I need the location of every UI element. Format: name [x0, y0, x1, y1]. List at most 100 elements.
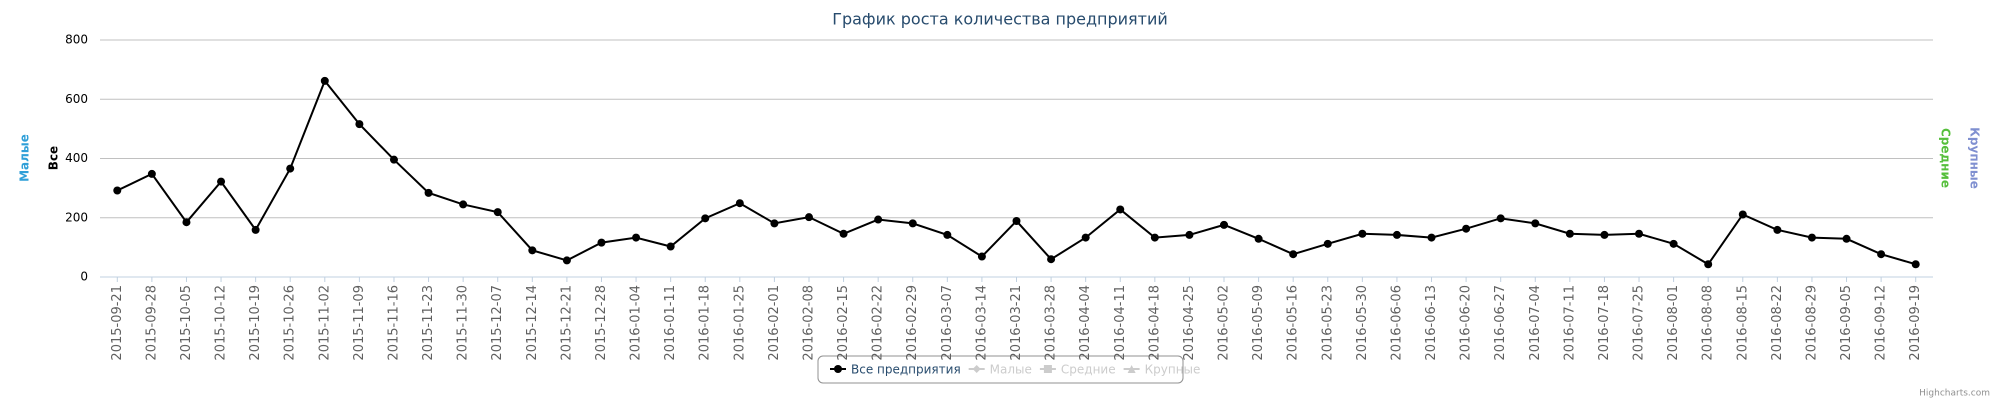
data-point — [113, 186, 122, 195]
x-tick-label: 2015-12-21 — [559, 285, 574, 361]
data-point — [562, 256, 571, 265]
data-point — [632, 233, 641, 242]
x-tick-label: 2016-04-11 — [1113, 285, 1128, 361]
data-point — [597, 238, 606, 247]
x-tick-label: 2016-03-28 — [1044, 285, 1059, 361]
data-point — [977, 252, 986, 261]
x-tick-label: 2016-03-21 — [1009, 285, 1024, 361]
legend-item[interactable]: Все предприятия — [830, 363, 961, 377]
x-tick-label: 2016-07-04 — [1528, 285, 1543, 361]
y-tick-label: 600 — [65, 92, 88, 106]
x-tick-label: 2016-05-16 — [1286, 285, 1301, 361]
x-tick-label: 2016-04-04 — [1078, 285, 1093, 361]
x-tick-label: 2016-07-11 — [1562, 285, 1577, 361]
x-tick-label: 2016-01-25 — [732, 285, 747, 361]
data-point — [286, 164, 295, 173]
x-tick-label: 2016-07-18 — [1597, 285, 1612, 361]
data-point — [528, 246, 537, 255]
data-point — [1496, 214, 1505, 223]
y-axis-title: Средние — [1939, 128, 1953, 188]
x-tick-label: 2016-07-25 — [1632, 285, 1647, 361]
y-tick-label: 200 — [65, 210, 88, 224]
data-point — [701, 214, 710, 223]
x-tick-label: 2016-09-05 — [1839, 285, 1854, 361]
data-point — [1427, 233, 1436, 242]
legend-label: Малые — [990, 363, 1032, 377]
x-tick-label: 2016-02-22 — [871, 285, 886, 361]
data-point — [1289, 250, 1298, 259]
x-tick-label: 2016-01-18 — [698, 285, 713, 361]
x-tick-label: 2016-05-23 — [1320, 285, 1335, 361]
legend-label: Средние — [1061, 363, 1116, 377]
x-tick-label: 2016-06-27 — [1493, 285, 1508, 361]
series-line — [116, 78, 1916, 266]
data-point — [804, 213, 813, 222]
data-point — [908, 219, 917, 228]
data-point — [1635, 229, 1644, 238]
chart-title: График роста количества предприятий — [832, 10, 1168, 29]
y-axis-title: Крупные — [1968, 127, 1982, 189]
x-tick-label: 2016-02-15 — [836, 285, 851, 361]
data-point — [735, 199, 744, 208]
y-tick-label: 800 — [65, 33, 88, 47]
x-tick-label: 2016-02-01 — [767, 285, 782, 361]
x-tick-label: 2016-03-07 — [940, 285, 955, 361]
x-tick-label: 2016-05-02 — [1217, 285, 1232, 361]
x-tick-label: 2015-11-16 — [386, 285, 401, 361]
x-tick-label: 2015-10-05 — [179, 285, 194, 361]
x-tick-label: 2016-03-14 — [974, 285, 989, 361]
x-tick-label: 2015-11-23 — [421, 285, 436, 361]
data-point — [182, 218, 191, 227]
x-tick-label: 2015-12-14 — [525, 285, 540, 361]
data-point — [1704, 260, 1713, 269]
data-point — [1081, 233, 1090, 242]
x-tick-label: 2015-11-02 — [317, 285, 332, 361]
data-point — [874, 215, 883, 224]
x-tick-label: 2016-06-06 — [1389, 285, 1404, 361]
credits[interactable]: Highcharts.com — [1919, 389, 1990, 399]
legend-item[interactable]: Средние — [1039, 363, 1116, 377]
data-point — [320, 76, 329, 85]
data-point — [1738, 210, 1747, 219]
data-point — [1911, 260, 1920, 269]
x-tick-label: 2016-08-08 — [1701, 285, 1716, 361]
data-point — [251, 225, 260, 234]
data-point — [1877, 250, 1886, 259]
legend-item[interactable]: Крупные — [1123, 363, 1201, 377]
data-point — [217, 177, 226, 186]
y-tick-label: 0 — [80, 270, 88, 284]
x-tick-label: 2015-09-28 — [144, 285, 159, 361]
data-point — [1600, 230, 1609, 239]
data-point — [1358, 229, 1367, 238]
data-point — [424, 188, 433, 197]
x-tick-label: 2015-09-21 — [110, 285, 125, 361]
data-point — [459, 200, 468, 209]
data-point — [1842, 234, 1851, 243]
data-point — [1565, 229, 1574, 238]
legend-label: Все предприятия — [851, 363, 961, 377]
y-tick-label: 400 — [65, 151, 88, 165]
legend-label: Крупные — [1145, 363, 1201, 377]
legend-item[interactable]: Малые — [968, 363, 1032, 377]
y-axis-title: Все — [47, 146, 61, 170]
x-tick-label: 2016-02-08 — [801, 285, 816, 361]
data-point — [1012, 217, 1021, 226]
x-tick-label: 2016-02-29 — [905, 285, 920, 361]
legend-symbol — [972, 365, 981, 373]
y-axis-title: Малые — [18, 134, 32, 182]
x-tick-label: 2016-05-09 — [1251, 285, 1266, 361]
legend-box — [817, 355, 1184, 384]
x-tick-label: 2015-10-19 — [248, 285, 263, 361]
data-point — [943, 230, 952, 239]
x-tick-label: 2016-06-13 — [1424, 285, 1439, 361]
data-point — [1254, 234, 1263, 243]
x-tick-label: 2015-12-28 — [594, 285, 609, 361]
x-tick-label: 2015-10-12 — [214, 285, 229, 361]
x-tick-label: 2015-10-26 — [283, 285, 298, 361]
data-point — [770, 219, 779, 228]
data-point — [1323, 239, 1332, 248]
data-point — [355, 120, 364, 129]
data-point — [389, 155, 398, 164]
data-point — [493, 208, 502, 217]
data-point — [1669, 239, 1678, 248]
